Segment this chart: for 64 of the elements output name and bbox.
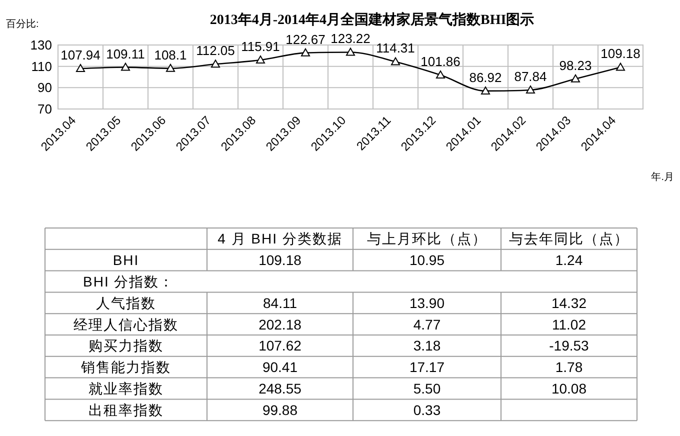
data-label: 109.11 <box>106 46 145 62</box>
data-label: 114.31 <box>376 40 415 56</box>
point <box>256 56 265 64</box>
text: 84.11 <box>263 294 297 311</box>
point <box>346 48 355 56</box>
text: 99.88 <box>262 402 298 418</box>
y-tick-label: 90 <box>38 80 52 96</box>
data-label: 123.22 <box>330 31 370 46</box>
point <box>211 60 220 68</box>
data-label: 108.1 <box>154 47 187 62</box>
y-tick-label: 130 <box>30 38 52 52</box>
text: 248.55 <box>258 380 302 396</box>
category-label: BHI 分指数： <box>83 274 174 290</box>
data-label: 87.84 <box>514 68 547 84</box>
point <box>76 64 85 72</box>
text: 13.90 <box>409 294 445 311</box>
category-label: 与上月环比（点） <box>367 230 487 247</box>
point <box>391 57 400 66</box>
text: 10.95 <box>409 252 445 268</box>
category-label: 4 月 BHI 分类数据 <box>218 230 342 247</box>
text: 109.18 <box>258 252 302 268</box>
text: 1.24 <box>555 252 583 268</box>
data-label: 107.94 <box>60 48 100 63</box>
y-tick-label: 110 <box>31 58 52 74</box>
text: 17.17 <box>409 359 445 376</box>
point <box>436 70 445 79</box>
point <box>166 64 175 72</box>
data-label: 122.67 <box>286 32 326 47</box>
text: -19.53 <box>549 338 589 354</box>
data-label: 101.86 <box>420 54 460 70</box>
chart-title: 2013年4月-2014年4月全国建材家居景气指数BHI图示 <box>210 11 534 28</box>
text: 3.18 <box>413 338 441 354</box>
point <box>571 74 580 82</box>
category-label: 人气指数 <box>96 294 156 311</box>
text: 5.50 <box>413 380 441 396</box>
text: 4.77 <box>413 316 441 332</box>
category-label: 与去年同比（点） <box>509 230 629 247</box>
point <box>481 86 490 94</box>
point <box>301 48 310 56</box>
y-tick-label: 70 <box>38 102 52 116</box>
text: 0.33 <box>413 402 441 418</box>
category-label: 经理人信心指数 <box>74 316 178 332</box>
y-axis-title: 百分比: <box>6 18 39 30</box>
point <box>121 62 130 71</box>
category-label: 购买力指数 <box>88 338 164 354</box>
data-label: 86.92 <box>469 70 502 85</box>
point <box>526 85 535 94</box>
data-label: 98.23 <box>559 58 592 73</box>
point <box>616 62 625 71</box>
category-label: 就业率指数 <box>88 380 164 396</box>
text: 14.32 <box>551 294 587 311</box>
data-label: 109.18 <box>600 46 640 62</box>
text: 11.02 <box>552 316 586 332</box>
text: 90.41 <box>262 359 298 376</box>
data-label: 112.05 <box>196 43 235 58</box>
category-label: 出租率指数 <box>88 402 164 418</box>
text: 1.78 <box>555 359 583 376</box>
category-label: 销售能力指数 <box>81 359 171 376</box>
category-label: BHI <box>112 252 140 268</box>
data-label: 115.91 <box>241 39 280 54</box>
text: 202.18 <box>258 316 302 332</box>
text: 10.08 <box>551 380 587 396</box>
x-axis-title: 年.月 <box>651 171 674 183</box>
text: 107.62 <box>258 338 302 354</box>
